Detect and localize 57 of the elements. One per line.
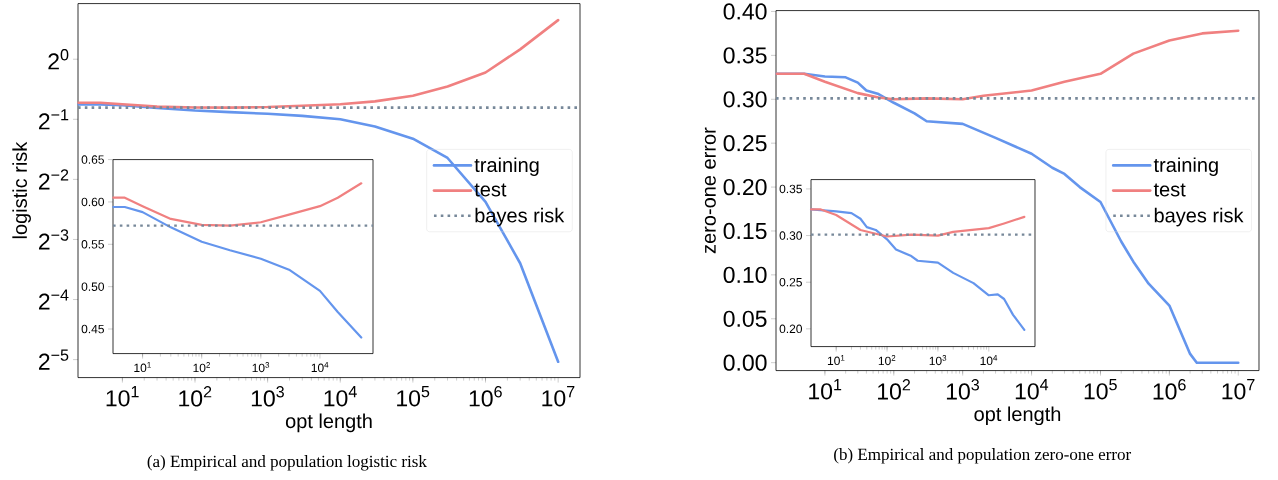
y-tick-label: 0.25	[779, 278, 802, 287]
y-tick-label: 2$^{−4}$	[39, 289, 69, 310]
y-tick-label: 0.25	[723, 135, 767, 152]
x-tick-label: 10$^{5}$	[397, 386, 430, 407]
x-tick-label: 10$^{4}$	[324, 386, 357, 407]
y-tick-label: 0.20	[723, 179, 767, 196]
y-tick-label: 0.50	[81, 282, 105, 292]
y-axis-title: zero-one error	[704, 127, 716, 254]
x-tick-label: 10$^{2}$	[878, 379, 911, 400]
x-axis-title: opt length	[285, 413, 372, 433]
y-tick-label: 2$^{0}$	[48, 49, 69, 70]
y-tick-label: 0.15	[723, 223, 767, 240]
x-tick-label: 10$^{2}$	[179, 386, 212, 407]
y-tick-label: 0.60	[81, 197, 105, 207]
x-tick-label: 10$^{2}$	[193, 362, 210, 373]
legend-label: test	[474, 183, 507, 197]
text: (b) Empirical and population zero-one error	[834, 448, 1132, 464]
x-tick-label: 10$^{4}$	[311, 362, 329, 373]
x-tick-label: 10$^{1}$	[134, 362, 151, 373]
y-tick-label: 0.65	[81, 155, 104, 165]
x-axis-title: opt length	[974, 406, 1061, 426]
y-axis-title: logistic risk	[12, 141, 31, 239]
x-tick-label: 10$^{3}$	[252, 362, 270, 373]
y-tick-label: 0.10	[723, 266, 767, 284]
x-tick-label: 10$^{3}$	[946, 379, 980, 400]
y-tick-label: 0.05	[723, 310, 767, 328]
x-tick-label: 10$^{4}$	[980, 355, 998, 366]
x-tick-label: 10$^{6}$	[469, 386, 502, 407]
legend-label: training	[474, 157, 539, 177]
text: (a) Empirical and population logistic risk	[147, 455, 427, 471]
x-tick-label: 10$^{6}$	[1153, 379, 1186, 400]
x-tick-label: 10$^{4}$	[1015, 379, 1049, 400]
y-tick-label: 2$^{−2}$	[39, 169, 69, 190]
x-tick-label: 10$^{5}$	[1084, 379, 1117, 400]
y-tick-label: 0.30	[723, 91, 767, 108]
legend-label: bayes risk	[1154, 208, 1244, 227]
y-tick-label: 0.55	[81, 240, 104, 249]
x-tick-label: 10$^{3}$	[251, 386, 284, 407]
x-tick-label: 10$^{1}$	[106, 386, 139, 407]
x-tick-label: 10$^{3}$	[929, 355, 947, 366]
y-tick-label: 2$^{−3}$	[39, 229, 69, 250]
x-tick-label: 10$^{2}$	[878, 355, 896, 366]
x-tick-label: 10$^{7}$	[1222, 379, 1255, 400]
x-tick-label: 10$^{1}$	[827, 355, 845, 366]
x-tick-label: 10$^{7}$	[542, 386, 575, 407]
x-tick-label: 10$^{1}$	[809, 379, 842, 400]
y-tick-label: 0.00	[723, 354, 767, 372]
y-tick-label: 2$^{−1}$	[39, 109, 69, 130]
y-tick-label: 0.35	[723, 47, 767, 64]
y-tick-label: 0.20	[779, 324, 803, 334]
y-tick-label: 0.35	[779, 184, 802, 194]
legend-label: training	[1153, 157, 1218, 177]
y-tick-label: 0.40	[723, 3, 767, 20]
y-tick-label: 0.30	[779, 231, 803, 240]
y-tick-label: 0.45	[81, 324, 104, 334]
legend-label: test	[1153, 183, 1186, 197]
y-tick-label: 2$^{−5}$	[39, 349, 69, 370]
